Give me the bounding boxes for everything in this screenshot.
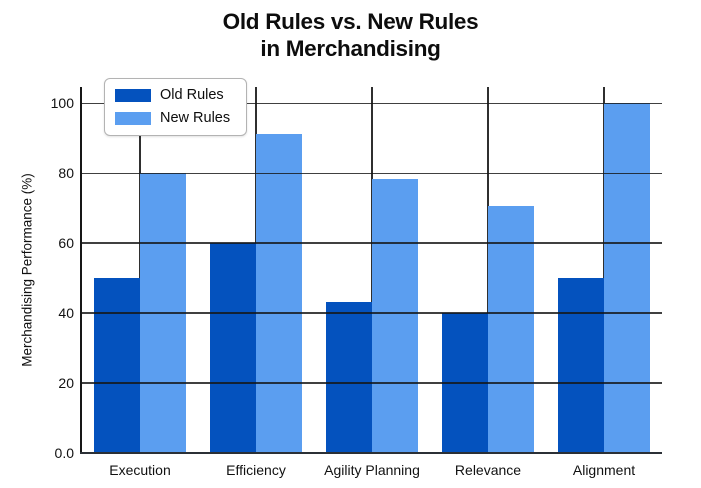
legend-label-old-rules: Old Rules [160, 87, 224, 103]
x-axis-baseline [80, 451, 662, 455]
legend: Old Rules New Rules [104, 78, 248, 136]
legend-swatch-new-rules [115, 112, 151, 125]
x-tick-label-alignment: Alignment [572, 462, 636, 478]
category-gridline-relevance [487, 87, 489, 453]
bar-new-rules-agility-planning [372, 179, 419, 453]
y-tick-label-80: 80 [58, 165, 74, 182]
bar-new-rules-efficiency [256, 133, 303, 453]
plot-area: Old Rules New Rules Execution Efficiency Ag… [51, 78, 662, 478]
y-gridline-20 [82, 382, 662, 384]
category-gridline-agility-planning [371, 87, 373, 453]
y-tick-label-20: 20 [58, 375, 74, 392]
y-tick-label-0-0: 0.0 [54, 445, 74, 461]
legend-swatch-old-rules [115, 89, 151, 102]
x-tick-label-execution: Execution [109, 462, 171, 478]
chart-title-line-2: in Merchandising [260, 36, 441, 61]
category-gridline-efficiency [255, 87, 257, 453]
chart-title: Old Rules vs. New Rules in Merchandising [0, 8, 701, 62]
y-tick-label-60: 60 [58, 235, 74, 252]
y-tick-label-100: 100 [50, 95, 74, 112]
legend-item-new-rules: New Rules [115, 110, 230, 127]
chart-title-line-1: Old Rules vs. New Rules [222, 9, 479, 34]
bar-new-rules-alignment [604, 103, 651, 453]
y-gridline-60 [82, 242, 662, 245]
y-axis-label: Merchandising Performance (%) [19, 173, 35, 367]
legend-item-old-rules: Old Rules [115, 87, 230, 104]
y-gridline-100 [82, 102, 662, 105]
bar-old-rules-efficiency [209, 243, 256, 453]
bar-new-rules-relevance [488, 206, 535, 453]
category-gridline-alignment [603, 87, 605, 453]
bar-old-rules-agility-planning [325, 301, 372, 453]
y-gridline-80 [82, 172, 662, 175]
x-tick-label-relevance: Relevance [454, 462, 522, 478]
y-axis-spine [80, 87, 82, 454]
y-tick-label-40: 40 [58, 305, 74, 322]
bar-old-rules-execution [93, 278, 140, 453]
category-gridline-execution [139, 87, 141, 453]
y-gridline-40 [82, 312, 662, 314]
bar-old-rules-alignment [557, 278, 604, 453]
x-tick-label-efficiency: Efficiency [226, 462, 286, 478]
legend-label-new-rules: New Rules [160, 110, 231, 126]
x-tick-label-agility-planning: Agility Planning [324, 462, 420, 478]
